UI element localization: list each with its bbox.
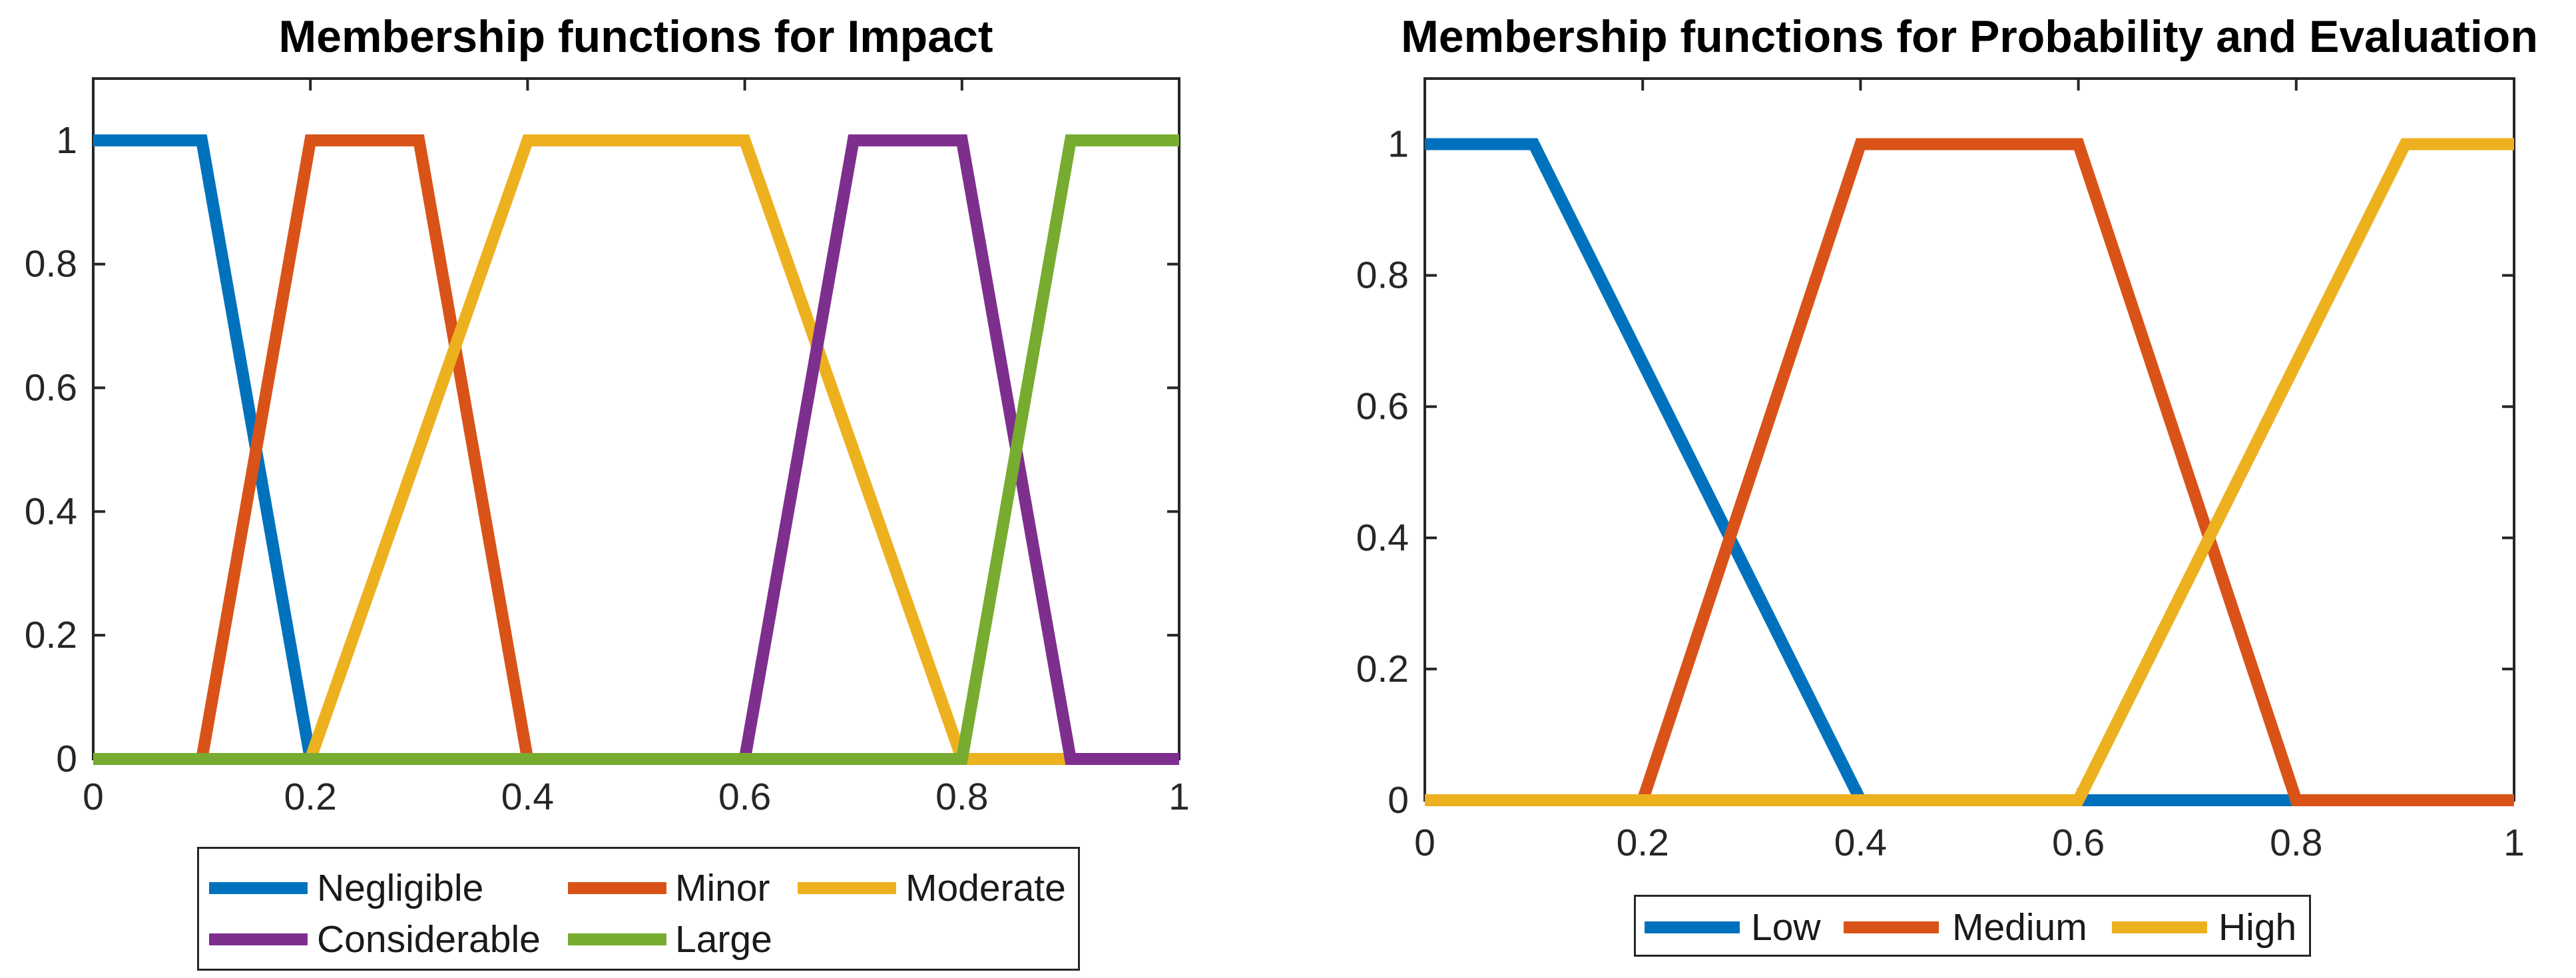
impact-chart: Membership functions for Impact 0 0.2 0.4 0… bbox=[0, 0, 1244, 978]
probability-evaluation-chart: Membership functions for Probability and… bbox=[1244, 0, 2576, 978]
impact-legend: Negligible Minor Moderate Considerable Large bbox=[197, 847, 1080, 971]
y-tick-label: 0.2 bbox=[25, 614, 77, 656]
legend-swatch-moderate bbox=[798, 882, 896, 894]
x-tick-label: 0.6 bbox=[2052, 822, 2105, 864]
probability-evaluation-chart-title: Membership functions for Probability and… bbox=[1401, 11, 2538, 62]
x-tick-label: 0.4 bbox=[1834, 822, 1887, 864]
legend-swatch-high bbox=[2112, 921, 2207, 933]
y-tick-label: 0 bbox=[56, 738, 77, 780]
y-tick-label: 0.4 bbox=[1356, 517, 1409, 559]
legend-label-negligible: Negligible bbox=[317, 867, 484, 909]
legend-swatch-large bbox=[568, 933, 666, 945]
x-tick-label: 1 bbox=[1168, 776, 1190, 818]
probability-evaluation-legend: Low Medium High bbox=[1634, 895, 2311, 957]
y-tick-label: 1 bbox=[1388, 123, 1409, 166]
legend-label-low: Low bbox=[1751, 906, 1821, 949]
impact-plot-area: 0 0.2 0.4 0.6 0.8 1 0 0.2 0.4 0.6 0.8 1 bbox=[25, 77, 1190, 818]
y-tick-label: 0 bbox=[1388, 779, 1409, 822]
legend-label-minor: Minor bbox=[675, 867, 770, 909]
x-tick-label: 0.2 bbox=[284, 776, 337, 818]
y-tick-label: 0.8 bbox=[25, 243, 77, 286]
y-tick-label: 0.4 bbox=[25, 490, 77, 533]
legend-label-moderate: Moderate bbox=[905, 867, 1066, 909]
x-tick-label: 0.8 bbox=[2270, 822, 2322, 864]
legend-swatch-considerable bbox=[209, 933, 308, 945]
x-tick-label: 0.4 bbox=[501, 776, 554, 818]
y-tick-label: 0.8 bbox=[1356, 254, 1409, 297]
x-tick-label: 0.6 bbox=[718, 776, 771, 818]
impact-chart-title: Membership functions for Impact bbox=[278, 11, 993, 62]
legend-swatch-medium bbox=[1844, 921, 1939, 933]
legend-label-high: High bbox=[2218, 906, 2297, 949]
x-tick-label: 0.8 bbox=[935, 776, 988, 818]
legend-label-large: Large bbox=[675, 918, 772, 961]
y-tick-label: 0.2 bbox=[1356, 648, 1409, 690]
legend-swatch-negligible bbox=[209, 882, 308, 894]
probability-evaluation-plot-area: 0 0.2 0.4 0.6 0.8 1 0 0.2 0.4 0.6 0.8 1 bbox=[1356, 77, 2525, 864]
legend-swatch-minor bbox=[568, 882, 666, 894]
x-tick-label: 1 bbox=[2503, 822, 2525, 864]
legend-swatch-low bbox=[1645, 921, 1740, 933]
y-tick-label: 1 bbox=[56, 119, 77, 162]
series-line-low bbox=[1425, 138, 2514, 806]
x-tick-label: 0 bbox=[1414, 822, 1435, 864]
axes-box bbox=[1423, 77, 2515, 802]
y-tick-label: 0.6 bbox=[1356, 385, 1409, 428]
series-line-large bbox=[93, 134, 1179, 765]
legend-label-medium: Medium bbox=[1952, 906, 2087, 949]
x-tick-label: 0 bbox=[83, 776, 104, 818]
series-line-high bbox=[1425, 138, 2514, 806]
y-tick-label: 0.6 bbox=[25, 367, 77, 409]
legend-label-considerable: Considerable bbox=[317, 918, 541, 961]
x-tick-label: 0.2 bbox=[1617, 822, 1669, 864]
